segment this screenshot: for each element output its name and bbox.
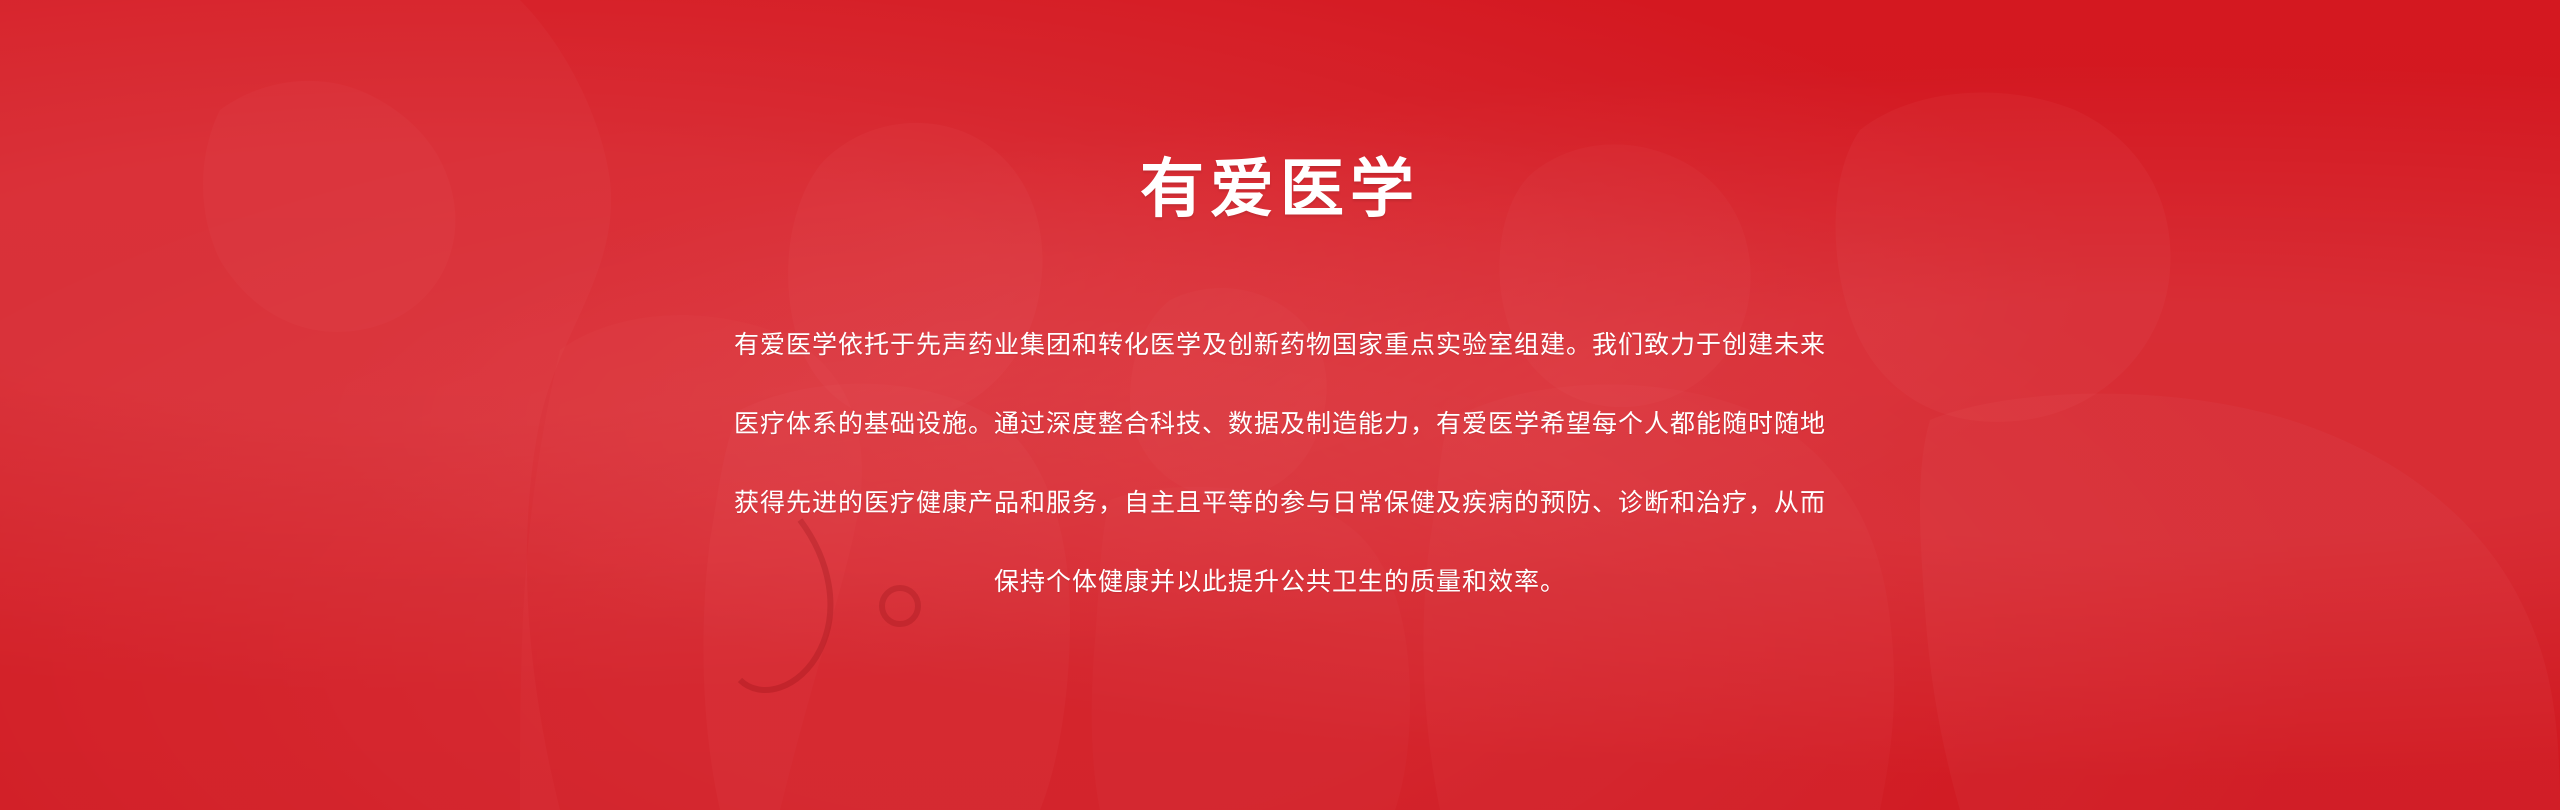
description-line: 获得先进的医疗健康产品和服务，自主且平等的参与日常保健及疾病的预防、诊断和治疗，… (733, 488, 1826, 517)
description-line: 医疗体系的基础设施。通过深度整合科技、数据及制造能力，有爱医学希望每个人都能随时… (733, 409, 1826, 438)
hero-description: 有爱医学依托于先声药业集团和转化医学及创新药物国家重点实验室组建。我们致力于创建… (690, 305, 1870, 621)
description-line: 保持个体健康并以此提升公共卫生的质量和效率。 (993, 567, 1566, 596)
description-line: 有爱医学依托于先声药业集团和转化医学及创新药物国家重点实验室组建。我们致力于创建… (733, 330, 1826, 359)
hero-title: 有爱医学 (1140, 153, 1420, 227)
